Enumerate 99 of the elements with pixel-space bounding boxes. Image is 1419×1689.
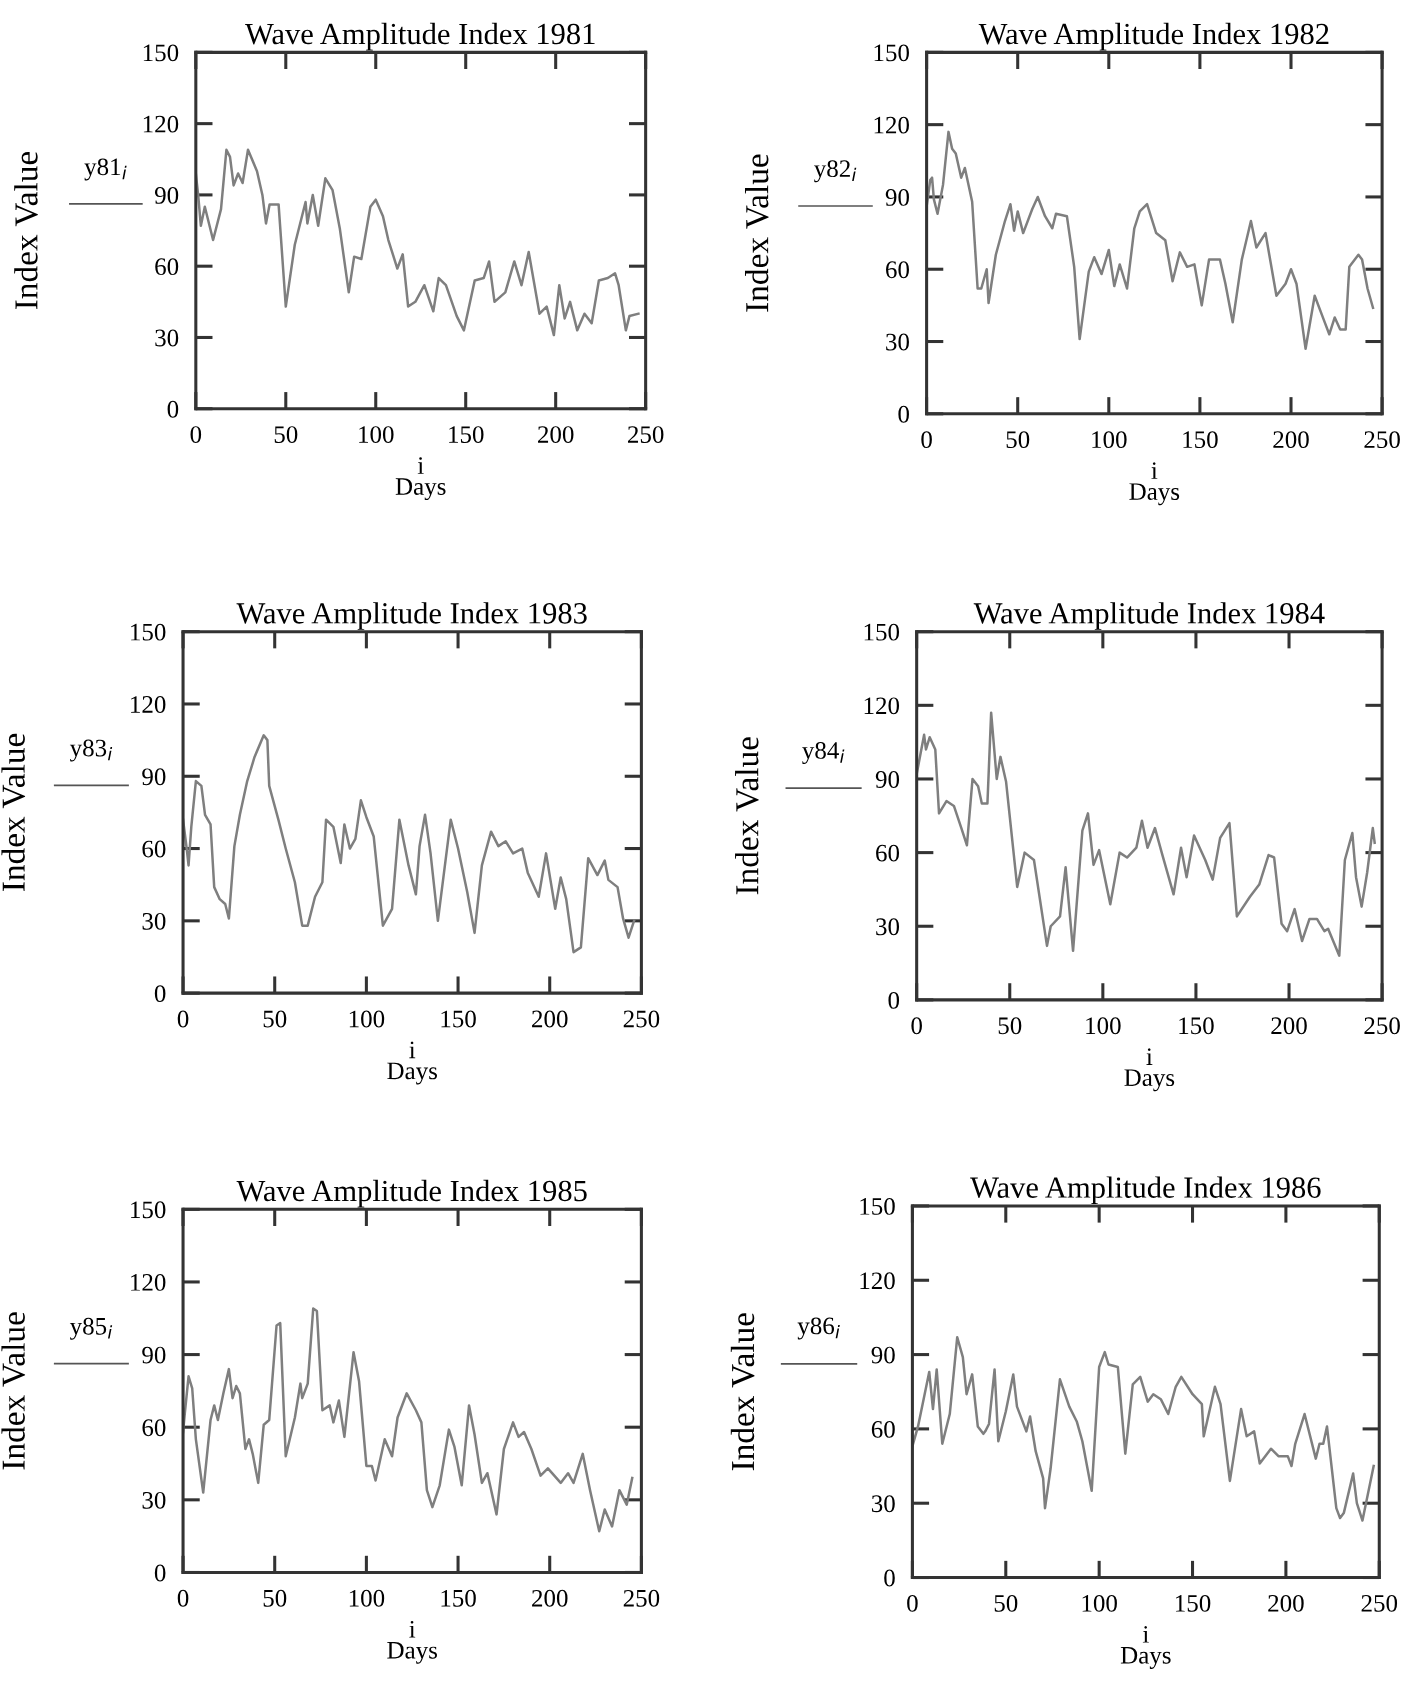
chart-title: Wave Amplitude Index 1982 — [978, 22, 1329, 51]
x-tick-label: 100 — [1092, 431, 1127, 449]
x-tick-label: 200 — [1271, 1017, 1307, 1035]
y-axis-title: Index Value — [735, 737, 759, 895]
y-tick-label: 60 — [142, 1419, 166, 1437]
y-tick-label: 60 — [886, 261, 909, 279]
y-tick-label: 30 — [886, 333, 909, 351]
y-tick-label: 150 — [860, 1197, 895, 1215]
y-tick-label: 0 — [888, 991, 900, 1009]
text: y86$_{i}$ — [797, 1317, 840, 1340]
text: y81$_{i}$ — [84, 158, 127, 181]
x-tick-label: 50 — [263, 1010, 287, 1028]
x-tick-label: 50 — [998, 1017, 1022, 1035]
x-tick-label: 100 — [349, 1589, 385, 1607]
chart-title: Wave Amplitude Index 1983 — [236, 602, 587, 630]
x-tick-label: 250 — [1364, 1017, 1400, 1035]
x-tick-label: 0 — [190, 426, 202, 443]
x-tick-label: 250 — [623, 1589, 660, 1607]
x-tick-label: 100 — [1082, 1594, 1117, 1612]
x-tick-label: 100 — [359, 426, 394, 443]
y-tick-label: 90 — [875, 771, 900, 788]
y-tick-label: 90 — [871, 1346, 895, 1364]
text: y84$_{i}$ — [802, 741, 845, 765]
x-axis-title: i Days — [395, 457, 446, 501]
y-tick-label: 150 — [874, 44, 909, 62]
line-series — [912, 1335, 1375, 1522]
x-tick-label: 50 — [1006, 431, 1030, 449]
y-tick-label: 90 — [154, 186, 179, 204]
line-series — [916, 711, 1376, 957]
y-tick-label: 120 — [131, 696, 166, 713]
y-tick-label: 0 — [898, 405, 909, 423]
x-tick-label: 150 — [441, 1010, 476, 1028]
y-tick-label: 120 — [131, 1274, 166, 1291]
y-tick-label: 90 — [142, 1346, 166, 1364]
chart-title: Wave Amplitude Index 1986 — [970, 1176, 1321, 1205]
y-tick-label: 0 — [154, 1564, 166, 1582]
y-axis-title: Index Value — [1, 733, 26, 891]
y-axis-title: Index Value — [14, 151, 38, 310]
y-tick-label: 150 — [131, 1201, 166, 1219]
x-tick-label: 100 — [1086, 1017, 1121, 1035]
x-axis-title: i Days — [1124, 1048, 1175, 1092]
y-tick-label: 30 — [142, 912, 166, 930]
line-series — [926, 130, 1375, 350]
y-tick-label: 90 — [142, 768, 166, 786]
y-tick-label: 150 — [131, 623, 166, 641]
y-tick-label: 120 — [860, 1272, 895, 1290]
y-tick-label: 60 — [155, 258, 179, 276]
y-axis-title: Index Value — [744, 154, 769, 312]
y-tick-label: 120 — [864, 697, 900, 715]
x-axis-title: i Days — [387, 1620, 437, 1664]
line-series — [195, 148, 640, 337]
x-tick-label: 200 — [1273, 431, 1309, 449]
x-tick-label: 150 — [449, 426, 484, 443]
x-tick-label: 250 — [1364, 431, 1400, 449]
text: y85$_{i}$ — [69, 1317, 113, 1340]
x-axis-title: i Days — [387, 1041, 437, 1085]
x-tick-label: 150 — [441, 1589, 476, 1607]
y-tick-label: 30 — [142, 1491, 166, 1509]
y-tick-label: 120 — [143, 115, 179, 133]
y-axis-title: Index Value — [1, 1312, 26, 1470]
chart-title: Wave Amplitude Index 1985 — [236, 1179, 587, 1208]
x-tick-label: 200 — [532, 1010, 568, 1028]
y-tick-label: 150 — [864, 623, 900, 641]
chart-title: Wave Amplitude Index 1984 — [973, 602, 1325, 630]
x-tick-label: 200 — [532, 1589, 568, 1607]
x-tick-label: 250 — [623, 1010, 660, 1028]
x-axis-title: i Days — [1120, 1625, 1171, 1669]
text: y82$_{i}$ — [814, 160, 857, 183]
x-tick-label: 100 — [349, 1010, 385, 1028]
y-tick-label: 150 — [143, 44, 179, 62]
y-tick-label: 30 — [871, 1495, 895, 1513]
y-tick-label: 0 — [167, 400, 179, 418]
x-tick-label: 0 — [921, 431, 932, 449]
y-tick-label: 60 — [876, 844, 900, 862]
x-tick-label: 150 — [1179, 1017, 1214, 1035]
y-tick-label: 60 — [871, 1420, 895, 1438]
x-tick-label: 0 — [911, 1017, 922, 1035]
y-tick-label: 90 — [885, 188, 909, 206]
y-axis-title: Index Value — [730, 1313, 755, 1471]
y-tick-label: 60 — [142, 840, 166, 858]
x-axis-title: i Days — [1129, 462, 1180, 506]
x-tick-label: 150 — [1175, 1594, 1211, 1612]
y-tick-label: 0 — [154, 985, 166, 1003]
y-tick-label: 120 — [874, 116, 909, 134]
line-series — [183, 734, 636, 954]
x-tick-label: 200 — [538, 426, 574, 443]
x-tick-label: 50 — [274, 426, 298, 443]
x-tick-label: 150 — [1183, 431, 1218, 449]
x-tick-label: 250 — [627, 426, 664, 443]
x-tick-label: 50 — [263, 1589, 287, 1607]
y-tick-label: 0 — [884, 1569, 895, 1587]
text: y83$_{i}$ — [69, 739, 113, 762]
x-tick-label: 50 — [994, 1594, 1018, 1612]
x-tick-label: 250 — [1361, 1594, 1398, 1612]
y-tick-label: 30 — [155, 329, 179, 347]
chart-title: Wave Amplitude Index 1981 — [245, 22, 595, 51]
line-series — [183, 1307, 634, 1533]
x-tick-label: 200 — [1268, 1594, 1304, 1612]
y-tick-label: 30 — [876, 918, 900, 936]
